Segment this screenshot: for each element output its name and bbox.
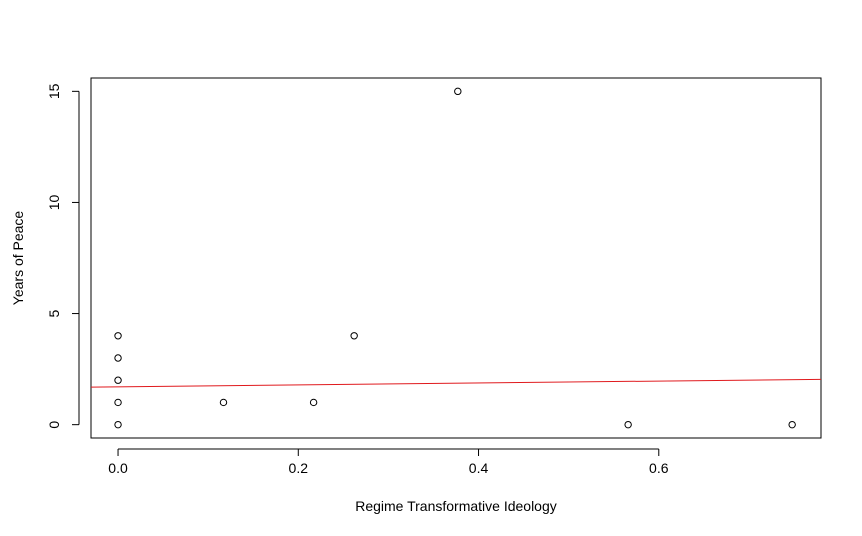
x-tick-label: 0.4 (469, 460, 489, 476)
y-axis: 0 5 10 15 (46, 83, 80, 429)
data-point (114, 376, 122, 384)
x-tick-label: 0.2 (289, 460, 309, 476)
y-tick-label: 15 (46, 83, 62, 99)
x-tick-label: 0.6 (649, 460, 669, 476)
data-point (624, 420, 632, 429)
data-point (350, 332, 358, 340)
y-tick-label: 10 (46, 194, 62, 210)
data-point (114, 420, 122, 429)
data-point (309, 398, 318, 407)
y-axis-label: Years of Peace (10, 211, 26, 306)
x-axis: 0.0 0.2 0.4 0.6 (108, 448, 669, 476)
data-point (114, 332, 122, 340)
data-point (788, 420, 796, 429)
data-point (219, 398, 228, 407)
y-tick-label: 0 (46, 421, 62, 429)
data-point (454, 87, 462, 96)
plot-frame (90, 77, 822, 439)
data-point (114, 398, 122, 407)
y-tick-label: 5 (46, 309, 62, 317)
x-axis-label: Regime Transformative Ideology (355, 498, 557, 514)
data-point (114, 354, 122, 362)
x-tick-label: 0.0 (108, 460, 128, 476)
regression-line (90, 378, 822, 388)
regression-layer (90, 378, 822, 388)
points-layer (114, 87, 796, 429)
